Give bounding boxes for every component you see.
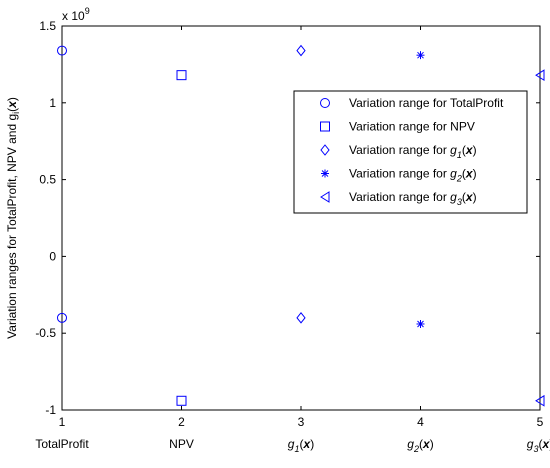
data-point-diamond (296, 44, 306, 57)
y-tick-label: 1.5 (39, 19, 56, 33)
x-category-label: g2(x) (407, 437, 433, 454)
data-point-circle (57, 45, 67, 56)
legend-marker-star (321, 169, 329, 178)
y-axis-ticks: -1 -0.5 0 0.5 1 1.5 (35, 19, 540, 417)
legend-marker-triangle-left (320, 191, 330, 203)
data-point-triangle-left (535, 69, 545, 82)
data-point-triangle-left (535, 394, 545, 407)
legend: Variation range for TotalProfit Variation… (293, 90, 528, 214)
x-category-label: g1(x) (288, 437, 314, 454)
x-tick-label: 2 (178, 415, 185, 429)
y-multiplier-label: x 109 (62, 6, 90, 23)
x-tick-label: 4 (417, 415, 424, 429)
x-category-label: g3(x) (527, 437, 550, 454)
legend-label: Variation range for g3(x) (349, 190, 477, 207)
data-markers (57, 44, 545, 407)
x-tick-label: 1 (59, 415, 66, 429)
x-category-label: NPV (169, 437, 194, 451)
x-tick-label: 3 (298, 415, 305, 429)
legend-label: Variation range for NPV (349, 120, 475, 134)
legend-label: Variation range for g1(x) (349, 143, 477, 160)
data-point-star (416, 319, 425, 328)
data-point-square (176, 70, 187, 81)
x-category-labels: TotalProfit NPV g1(x) g2(x) g3(x) (35, 437, 550, 454)
y-tick-label: -0.5 (35, 326, 56, 340)
legend-marker-diamond (320, 144, 330, 156)
x-axis-ticks: 1 2 3 4 5 (59, 26, 544, 429)
y-tick-label: 0.5 (39, 173, 56, 187)
data-point-diamond (296, 312, 306, 324)
x-category-label: TotalProfit (35, 437, 89, 451)
y-tick-label: 0 (49, 249, 56, 263)
x-tick-label: 5 (537, 415, 544, 429)
legend-label: Variation range for g2(x) (349, 167, 477, 184)
plot-area (61, 25, 541, 411)
legend-marker-circle (320, 98, 330, 108)
y-axis-label: Variation ranges for TotalProfit, NPV an… (5, 97, 21, 339)
legend-label: Variation range for TotalProfit (349, 96, 504, 110)
y-tick-label: 1 (49, 96, 56, 110)
y-tick-label: -1 (45, 403, 56, 417)
data-point-star (416, 51, 425, 60)
data-point-square (176, 395, 187, 406)
data-point-circle (57, 312, 67, 323)
legend-box (293, 90, 528, 214)
y-multiplier-exponent: 9 (85, 6, 90, 16)
legend-marker-square (320, 121, 330, 132)
